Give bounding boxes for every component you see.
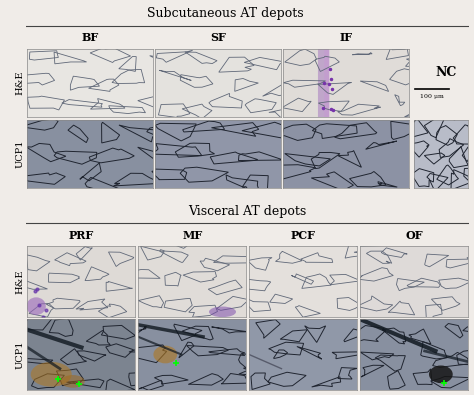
Text: OF: OF bbox=[405, 229, 423, 241]
Text: H&E: H&E bbox=[15, 71, 24, 95]
Text: UCP1: UCP1 bbox=[15, 340, 24, 369]
Text: PCF: PCF bbox=[291, 229, 316, 241]
Text: 100 μm: 100 μm bbox=[420, 94, 444, 99]
Ellipse shape bbox=[429, 365, 453, 383]
Text: H&E: H&E bbox=[15, 269, 24, 294]
Text: IF: IF bbox=[339, 32, 353, 43]
Ellipse shape bbox=[209, 307, 236, 317]
Text: BF: BF bbox=[82, 32, 99, 43]
Text: SF: SF bbox=[210, 32, 226, 43]
Text: UCP1: UCP1 bbox=[15, 140, 24, 168]
Text: Subcutaneous AT depots: Subcutaneous AT depots bbox=[147, 8, 304, 20]
Ellipse shape bbox=[31, 362, 72, 387]
Text: PRF: PRF bbox=[69, 229, 94, 241]
Ellipse shape bbox=[154, 346, 177, 363]
Ellipse shape bbox=[27, 297, 46, 315]
Text: Visceral AT depots: Visceral AT depots bbox=[189, 205, 307, 218]
Text: MF: MF bbox=[182, 229, 202, 241]
Ellipse shape bbox=[61, 375, 85, 388]
Text: NC: NC bbox=[436, 66, 457, 79]
